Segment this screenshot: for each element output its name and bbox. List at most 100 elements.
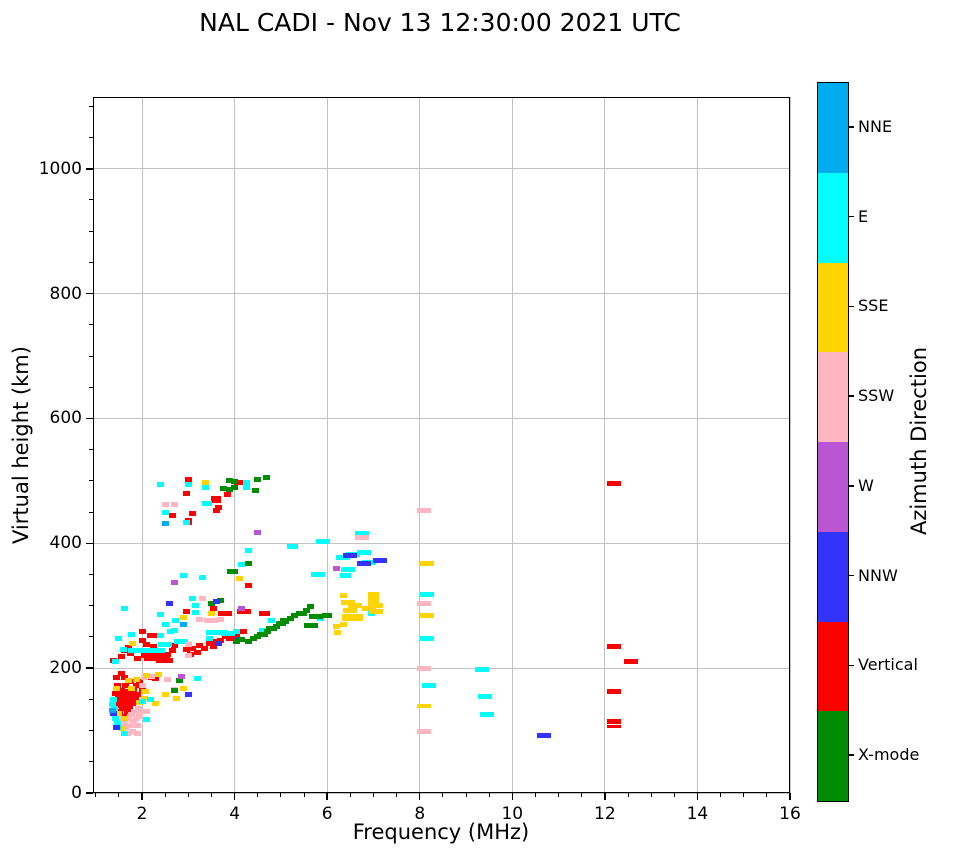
data-point xyxy=(133,731,141,737)
data-point xyxy=(189,596,197,602)
colorbar-tick-label: NNW xyxy=(858,565,898,585)
x-tick-label: 2 xyxy=(136,804,148,824)
data-point xyxy=(536,733,551,739)
data-point xyxy=(332,565,340,571)
data-point xyxy=(168,513,176,519)
data-point xyxy=(477,694,492,700)
gridline-vertical xyxy=(789,97,791,793)
data-point xyxy=(291,613,299,619)
data-point xyxy=(333,630,341,636)
data-point xyxy=(217,616,225,622)
data-point xyxy=(231,479,239,485)
data-point xyxy=(357,549,372,555)
x-minor-tick xyxy=(673,793,675,797)
data-point xyxy=(120,715,128,721)
data-point xyxy=(207,600,215,606)
data-point xyxy=(238,606,246,612)
data-point xyxy=(128,685,136,691)
data-point xyxy=(180,573,188,579)
data-point xyxy=(417,703,432,708)
data-point xyxy=(607,480,622,486)
data-point xyxy=(238,562,246,568)
data-point xyxy=(372,603,384,609)
data-point xyxy=(210,495,222,504)
colorbar-segment-sse xyxy=(818,262,848,353)
data-point xyxy=(361,605,376,611)
data-point xyxy=(166,657,174,663)
data-point xyxy=(205,630,227,636)
data-point xyxy=(347,603,362,609)
data-point xyxy=(171,618,179,624)
data-point xyxy=(119,705,127,711)
data-point xyxy=(268,617,276,623)
data-point xyxy=(182,646,190,652)
data-point xyxy=(340,573,351,579)
data-point xyxy=(184,691,192,697)
data-point xyxy=(286,616,294,622)
y-minor-tick xyxy=(89,137,93,139)
y-minor-tick xyxy=(89,449,93,451)
data-point xyxy=(113,720,121,726)
data-point xyxy=(343,553,358,559)
colorbar-tick xyxy=(849,754,854,756)
x-minor-tick xyxy=(396,793,398,797)
y-minor-tick xyxy=(89,324,93,326)
colorbar-tick-label: NNE xyxy=(858,116,893,136)
y-minor-tick xyxy=(89,355,93,357)
data-point xyxy=(170,687,178,693)
data-point xyxy=(120,646,128,652)
data-point xyxy=(182,608,190,614)
data-point xyxy=(113,675,121,681)
data-point xyxy=(109,710,117,716)
data-point xyxy=(161,502,169,508)
data-point xyxy=(180,615,188,621)
data-point xyxy=(128,712,136,718)
data-point xyxy=(182,519,190,525)
colorbar-segment-w xyxy=(818,442,848,532)
data-point xyxy=(111,658,119,664)
data-point xyxy=(170,643,178,649)
data-point xyxy=(417,665,432,671)
x-minor-tick xyxy=(442,793,444,797)
data-point xyxy=(138,699,146,705)
data-point xyxy=(221,634,229,640)
data-point xyxy=(245,582,252,588)
data-point xyxy=(212,598,220,604)
data-point xyxy=(332,624,340,630)
x-tick-label: 12 xyxy=(594,804,616,824)
data-point xyxy=(144,650,159,661)
colorbar-segment-ssw xyxy=(818,352,848,442)
data-point xyxy=(354,535,369,541)
y-minor-tick xyxy=(89,261,93,263)
x-minor-tick xyxy=(465,793,467,797)
data-point xyxy=(180,685,188,691)
data-point xyxy=(155,652,170,663)
x-major-tick xyxy=(511,793,514,800)
data-point xyxy=(196,616,204,622)
data-point xyxy=(180,621,188,627)
x-axis-label: Frequency (MHz) xyxy=(352,820,530,844)
data-point xyxy=(129,640,137,646)
data-point xyxy=(266,626,277,632)
data-point xyxy=(184,482,192,488)
y-tick-label: 1000 xyxy=(38,158,82,179)
data-point xyxy=(120,731,128,737)
data-point xyxy=(141,689,149,695)
chart-title: NAL CADI - Nov 13 12:30:00 2021 UTC xyxy=(199,8,681,37)
data-point xyxy=(122,683,130,689)
data-point xyxy=(175,678,183,684)
data-point xyxy=(205,635,213,641)
data-point xyxy=(245,548,252,554)
data-point xyxy=(146,633,161,639)
x-minor-tick xyxy=(558,793,560,797)
colorbar-tick xyxy=(849,305,854,308)
data-point xyxy=(158,641,173,647)
data-point xyxy=(189,511,197,517)
data-point xyxy=(151,648,166,654)
data-point xyxy=(113,685,121,691)
x-minor-tick xyxy=(349,793,351,797)
data-point xyxy=(177,673,185,679)
x-major-tick xyxy=(233,793,236,800)
x-minor-tick xyxy=(303,793,305,797)
y-minor-tick xyxy=(89,605,93,607)
